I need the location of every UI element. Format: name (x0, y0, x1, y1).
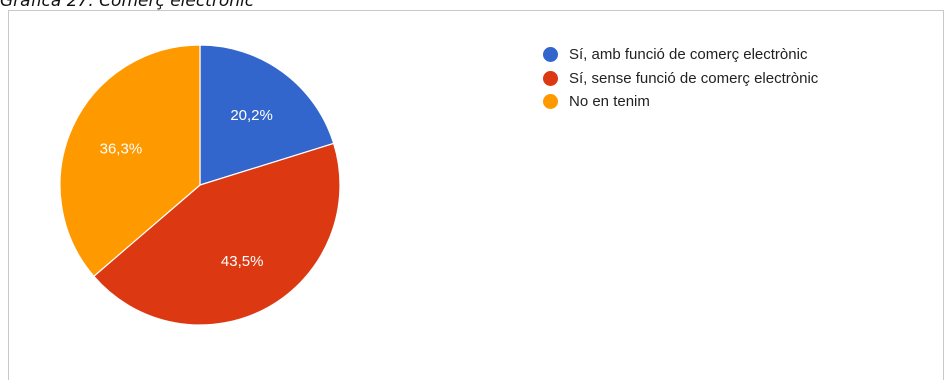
pie-slice[interactable] (92, 142, 341, 326)
legend-swatch (543, 70, 558, 86)
slice-value-label: 20,2% (230, 107, 273, 124)
pie-chart: 20,2% 43,5% 36,3% (59, 44, 341, 326)
slice-value-label: 36,3% (100, 141, 143, 158)
slice-value-label: 43,5% (221, 253, 264, 270)
chart-caption: Gràfica 27. Comerç electrònic (0, 0, 255, 11)
legend-label: Sí, sense funció de comerç electrònic (569, 69, 819, 87)
legend-item[interactable]: Sí, sense funció de comerç electrònic (543, 67, 818, 91)
legend-item[interactable]: No en tenim (543, 90, 818, 114)
legend-label: Sí, amb funció de comerç electrònic (569, 46, 808, 64)
chart-legend: Sí, amb funció de comerç electrònic Sí, … (543, 43, 818, 114)
legend-item[interactable]: Sí, amb funció de comerç electrònic (543, 43, 818, 67)
legend-swatch (543, 47, 558, 63)
legend-label: No en tenim (569, 93, 650, 111)
pie-slice[interactable] (199, 44, 335, 186)
pie-slice[interactable] (59, 44, 201, 278)
legend-swatch (543, 94, 558, 110)
